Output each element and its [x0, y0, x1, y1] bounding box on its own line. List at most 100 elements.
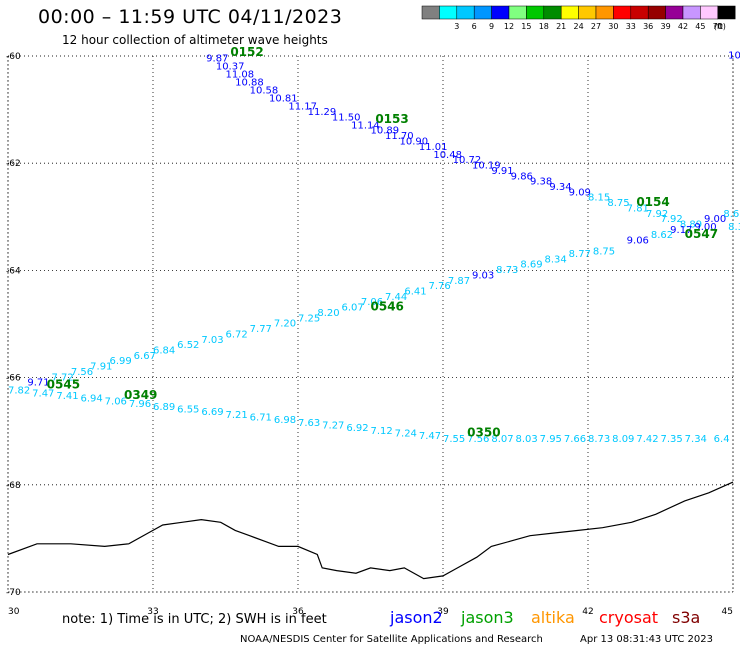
wave-height-label: 7.35	[661, 434, 683, 445]
axis-ticks: 30 33 36 39 42 45 -60 -62 -64 -66 -68 -70	[6, 52, 733, 617]
wave-height-label: 7.25	[298, 313, 320, 324]
wave-height-label: 7.06	[105, 396, 127, 407]
wave-height-label: 11.70	[385, 131, 414, 142]
lat-tick-label: -62	[6, 159, 21, 169]
wave-height-label: 10	[728, 51, 740, 62]
wave-height-label: 6.67	[134, 351, 156, 362]
legend-label: 18	[539, 22, 549, 31]
legend-label: 21	[556, 22, 566, 31]
sat-s3a: s3a	[672, 608, 701, 627]
sat-altika: altika	[531, 608, 575, 627]
legend-swatch	[421, 5, 440, 20]
legend-swatch	[543, 5, 562, 20]
wave-height-label: 9.17	[670, 225, 692, 236]
wave-height-label: 7.81	[627, 203, 649, 214]
lon-tick-label: 36	[292, 607, 304, 617]
legend-label: 6	[472, 22, 477, 31]
wave-height-label: 6.84	[153, 345, 175, 356]
lon-tick-label: 30	[8, 607, 20, 617]
wave-height-label: 10.88	[235, 77, 264, 88]
wave-height-label: 7.47	[419, 431, 441, 442]
lat-tick-label: -60	[6, 52, 21, 62]
legend-swatch	[526, 5, 545, 20]
wave-height-label: 7.95	[540, 434, 562, 445]
footer-note: note: 1) Time is in UTC; 2) SWH is in fe…	[62, 612, 327, 627]
wave-height-label: 9.06	[627, 236, 649, 247]
legend-swatch	[630, 5, 649, 20]
wave-height-label: 7.72	[52, 372, 74, 383]
wave-height-label: 10.81	[269, 94, 298, 105]
wave-height-label: 11.29	[308, 107, 337, 118]
legend-swatch	[578, 5, 597, 20]
wave-height-label: 7.34	[685, 434, 707, 445]
wave-height-label: 6.52	[177, 340, 199, 351]
wave-height-label: 8.15	[588, 193, 610, 204]
lat-tick-label: -64	[6, 266, 21, 276]
legend-swatch	[439, 5, 458, 20]
pass-time-label: 0545	[47, 377, 80, 391]
wave-height-label: 9.03	[472, 270, 494, 281]
wave-height-label: 7.82	[8, 386, 30, 397]
legend-label: 39	[661, 22, 671, 31]
pass-time-label: 0349	[124, 388, 157, 402]
wave-height-label: 6.55	[177, 404, 199, 415]
legend-label: 3	[454, 22, 459, 31]
wave-height-label: 6.72	[226, 329, 248, 340]
legend-swatch	[595, 5, 614, 20]
wave-height-label: 8.89	[680, 220, 702, 231]
legend-label: 27	[591, 22, 601, 31]
sat-cryosat: cryosat	[599, 608, 659, 627]
legend-swatch	[560, 5, 579, 20]
wave-height-label: 10.90	[400, 136, 429, 147]
wave-height-label: 7.55	[443, 434, 465, 445]
wave-height-label: 8.07	[491, 434, 513, 445]
legend-swatch	[456, 5, 475, 20]
map-title: 00:00 – 11:59 UTC 04/11/2023	[38, 6, 343, 28]
pass-labels: 0152 0153 0154 0547 0546 0545 0349 0350	[47, 45, 718, 440]
lat-tick-label: -68	[6, 481, 21, 491]
coastline	[7, 481, 734, 580]
wave-height-label: 9.00	[694, 222, 716, 233]
wave-height-label: 7.66	[564, 434, 586, 445]
wave-height-label: 7.56	[71, 367, 93, 378]
wave-height-label: 11.14	[351, 120, 380, 131]
wave-height-label: 6.69	[201, 407, 223, 418]
wave-height-label: 8.75	[593, 246, 615, 257]
pass-time-label: 0546	[371, 300, 404, 314]
credit-timestamp: Apr 13 08:31:43 UTC 2023	[580, 634, 713, 645]
legend-label: 33	[626, 22, 636, 31]
sat-jason3: jason3	[461, 608, 514, 627]
lat-tick-label: -66	[6, 374, 21, 384]
lat-lon-grid	[7, 55, 734, 593]
wave-height-label: 9.00	[704, 214, 726, 225]
wave-height-label: 8.69	[520, 260, 542, 271]
lon-tick-label: 39	[437, 607, 449, 617]
credit-line: NOAA/NESDIS Center for Satellite Applica…	[240, 634, 543, 645]
wave-height-label: 10.89	[371, 126, 400, 137]
wave-height-label: 7.56	[467, 434, 489, 445]
wave-height-label: 7.44	[385, 292, 407, 303]
wave-height-label: 8.62	[651, 230, 673, 241]
wave-height-label: 10.37	[216, 61, 245, 72]
legend-unit: (ft)	[714, 22, 726, 31]
wave-height-label: 11.17	[288, 102, 317, 113]
legend-swatch	[491, 5, 510, 20]
wave-height-label: 10.48	[433, 150, 462, 161]
legend-swatch	[647, 5, 666, 20]
wave-height-label: 6.92	[346, 423, 368, 434]
wave-height-label: 9.86	[511, 171, 533, 182]
wave-height-label: 8.09	[612, 434, 634, 445]
wave-height-label: 6.89	[153, 402, 175, 413]
wave-height-label: 11.08	[226, 69, 255, 80]
wave-height-label: 10.58	[250, 86, 279, 97]
legend-swatch	[613, 5, 632, 20]
wave-height-label: 9.87	[206, 53, 228, 64]
wave-height-label: 10.19	[472, 161, 501, 172]
wave-height-label: 7.03	[201, 335, 223, 346]
wave-height-label: 9.34	[549, 182, 571, 193]
wave-height-label: 7.47	[32, 388, 54, 399]
pass-time-label: 0153	[375, 112, 408, 126]
wave-height-label: 7.06	[361, 297, 383, 308]
wave-height-label: 7.87	[448, 276, 470, 287]
